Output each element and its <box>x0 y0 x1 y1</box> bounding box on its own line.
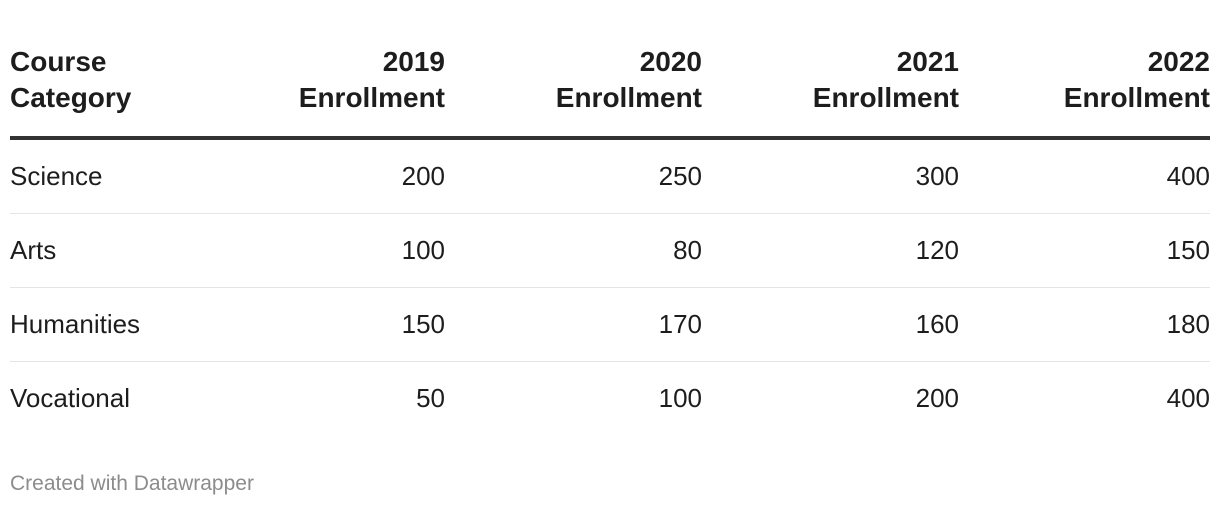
header-line: Enrollment <box>812 82 959 113</box>
value-cell: 170 <box>445 287 702 362</box>
header-line: Category <box>10 82 132 113</box>
value-cell: 300 <box>702 138 959 214</box>
value-cell: 100 <box>658 383 702 413</box>
header-row: Course Category 2019 Enrollment 2020 Enr… <box>10 44 1210 140</box>
header-course-category: Course Category <box>10 44 195 140</box>
header-line: Enrollment <box>555 82 702 113</box>
value-cell: 160 <box>702 287 959 362</box>
header-2021-enrollment: 2021 Enrollment <box>702 44 959 140</box>
header-2019-enrollment: 2019 Enrollment <box>195 44 445 140</box>
table-row: Science 200 250 300 400 <box>10 138 1210 214</box>
table-row: Vocational 50 100 200 400 <box>10 362 1210 436</box>
header-line: Enrollment <box>1063 82 1210 113</box>
value-cell: 200 <box>195 138 445 214</box>
value-cell: 400 <box>959 138 1210 214</box>
header-line: 2021 <box>896 46 959 77</box>
header-line: Enrollment <box>298 82 445 113</box>
value-cell: 180 <box>959 287 1210 362</box>
row-category-cell: Vocational <box>10 383 130 413</box>
row-category-cell: Science <box>10 138 195 214</box>
row-category-cell: Humanities <box>10 287 195 362</box>
value-cell: 120 <box>702 213 959 288</box>
value-cell: 50 <box>416 383 445 413</box>
enrollment-table: Course Category 2019 Enrollment 2020 Enr… <box>10 44 1210 435</box>
row-category-cell: Arts <box>10 213 195 288</box>
header-line: 2019 <box>382 46 445 77</box>
header-2022-enrollment: 2022 Enrollment <box>959 44 1210 140</box>
value-cell: 100 <box>195 213 445 288</box>
header-line: Course <box>10 46 107 77</box>
table-row: Humanities 150 170 160 180 <box>10 287 1210 362</box>
value-cell: 150 <box>195 287 445 362</box>
value-cell: 80 <box>445 213 702 288</box>
header-2020-enrollment: 2020 Enrollment <box>445 44 702 140</box>
value-cell: 200 <box>915 383 959 413</box>
value-cell: 250 <box>445 138 702 214</box>
table-row: Arts 100 80 120 150 <box>10 213 1210 288</box>
header-line: 2020 <box>639 46 702 77</box>
value-cell: 150 <box>959 213 1210 288</box>
header-line: 2022 <box>1147 46 1210 77</box>
datawrapper-credit: Created with Datawrapper <box>10 472 254 495</box>
enrollment-table-container: Course Category 2019 Enrollment 2020 Enr… <box>10 44 1210 435</box>
value-cell: 400 <box>1166 383 1210 413</box>
